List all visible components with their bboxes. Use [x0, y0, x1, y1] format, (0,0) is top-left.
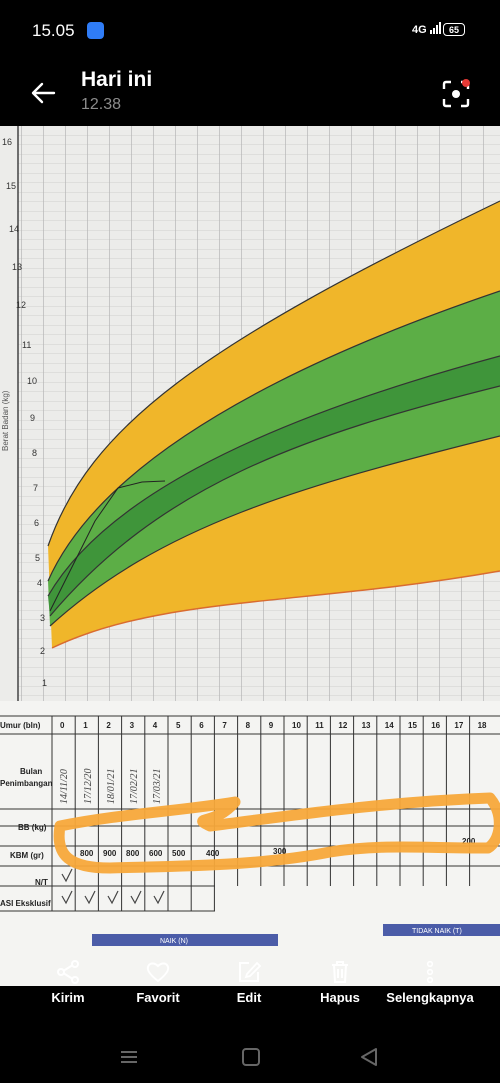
- y-tick: 3: [40, 613, 45, 623]
- y-tick: 12: [16, 300, 26, 310]
- photo-view[interactable]: 16 15 14 13 12 11 10 9 8 7 6 5 4 3 2 1 B…: [0, 126, 500, 986]
- share-icon: [57, 960, 79, 984]
- month-label: 3: [130, 721, 135, 730]
- legend-naik: NAIK (N): [160, 938, 188, 945]
- month-label: 0: [60, 721, 65, 730]
- y-tick: 13: [12, 262, 22, 272]
- row-label-penimbangan: Penimbangan: [0, 779, 53, 788]
- share-label: Kirim: [51, 990, 85, 1005]
- month-label: 15: [408, 721, 417, 730]
- month-label: 12: [338, 721, 347, 730]
- kbm-value: 900: [103, 849, 117, 858]
- date-entry: 17/03/21: [152, 768, 163, 804]
- edit-label: Edit: [236, 990, 262, 1005]
- kbm-value: 600: [149, 849, 163, 858]
- y-tick: 7: [33, 483, 38, 493]
- date-entry: 17/12/20: [83, 768, 94, 804]
- date-entry: 14/11/20: [59, 769, 70, 804]
- row-label-umur: Umur (bln): [0, 721, 41, 730]
- kbm-value: 300: [273, 847, 287, 856]
- month-label: 2: [106, 721, 111, 730]
- month-label: 13: [362, 721, 371, 730]
- row-label-nt: N/T: [35, 878, 48, 887]
- y-tick: 1: [42, 678, 47, 688]
- favorite-label: Favorit: [136, 990, 180, 1005]
- edit-icon: [239, 961, 262, 982]
- y-axis-label: Berat Badan (kg): [1, 390, 10, 451]
- favorite-button[interactable]: Favorit: [103, 960, 213, 1005]
- month-label: 4: [153, 721, 158, 730]
- month-label: 17: [454, 721, 463, 730]
- viewer-header: Hari ini 12.38: [0, 60, 500, 126]
- growth-chart-photo: 16 15 14 13 12 11 10 9 8 7 6 5 4 3 2 1 B…: [0, 126, 500, 986]
- y-tick: 14: [9, 224, 19, 234]
- month-label: 14: [385, 721, 394, 730]
- kbm-value: 800: [126, 849, 140, 858]
- date-entry: 17/02/21: [129, 768, 140, 804]
- y-tick: 4: [37, 578, 42, 588]
- status-time: 15.05: [32, 21, 75, 40]
- delete-label: Hapus: [320, 990, 360, 1005]
- photo-time: 12.38: [81, 96, 122, 113]
- row-label-asi: ASI Eksklusif: [0, 899, 51, 908]
- month-label: 1: [83, 721, 88, 730]
- month-label: 18: [478, 721, 487, 730]
- y-tick: 6: [34, 518, 39, 528]
- kbm-value: 500: [172, 849, 186, 858]
- y-tick: 11: [22, 340, 31, 350]
- month-label: 11: [315, 721, 324, 730]
- system-nav-bar: [0, 1038, 500, 1083]
- home-icon[interactable]: [240, 1046, 262, 1068]
- trash-icon: [332, 961, 348, 983]
- month-label: 10: [292, 721, 301, 730]
- y-tick: 5: [35, 553, 40, 563]
- signal-icon: [429, 22, 441, 34]
- photo-action-bar: Kirim Favorit Edit Hapus Selengkapnya: [0, 948, 500, 1038]
- row-label-bulan: Bulan: [20, 767, 42, 776]
- recent-apps-icon[interactable]: [118, 1046, 140, 1068]
- y-tick: 8: [32, 448, 37, 458]
- month-label: 5: [176, 721, 181, 730]
- lens-scan-icon[interactable]: [440, 78, 472, 110]
- legend-tidak-naik: TIDAK NAIK (T): [412, 928, 462, 935]
- network-indicator: 4G: [412, 22, 442, 36]
- y-tick: 16: [2, 137, 12, 147]
- share-button[interactable]: Kirim: [13, 960, 123, 1005]
- kbm-value: 200: [462, 837, 476, 846]
- month-label: 16: [431, 721, 440, 730]
- network-type: 4G: [412, 24, 427, 36]
- month-label: 7: [222, 721, 227, 730]
- month-label: 9: [269, 721, 274, 730]
- kbm-value: 800: [80, 849, 94, 858]
- y-tick: 10: [27, 376, 37, 386]
- row-label-bb: BB (kg): [18, 823, 47, 832]
- edit-button[interactable]: Edit: [194, 960, 304, 1005]
- page-title: Hari ini: [81, 68, 153, 91]
- y-tick: 2: [40, 646, 45, 656]
- y-tick: 9: [30, 413, 35, 423]
- battery-icon: 65: [443, 23, 465, 36]
- kbm-value: 400: [206, 849, 220, 858]
- delete-button[interactable]: Hapus: [285, 960, 395, 1005]
- more-label: Selengkapnya: [386, 990, 474, 1005]
- row-label-kbm: KBM (gr): [10, 851, 44, 860]
- status-bar: 15.05 4G 65: [0, 0, 500, 60]
- more-vertical-icon: [426, 960, 434, 984]
- back-nav-icon[interactable]: [358, 1046, 380, 1068]
- y-tick: 15: [6, 181, 16, 191]
- month-label: 6: [199, 721, 204, 730]
- notification-app-icon: [87, 22, 104, 39]
- month-label: 8: [246, 721, 251, 730]
- heart-icon: [146, 962, 170, 983]
- date-entry: 18/01/21: [106, 768, 117, 804]
- back-arrow-icon[interactable]: [28, 78, 58, 108]
- more-button[interactable]: Selengkapnya: [375, 960, 485, 1005]
